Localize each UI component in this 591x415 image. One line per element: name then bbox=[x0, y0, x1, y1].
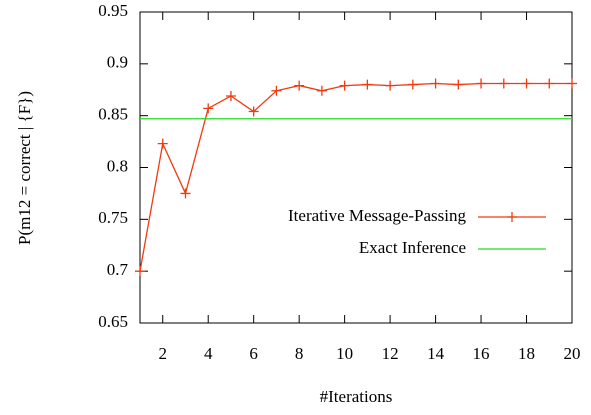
x-tick-label: 10 bbox=[336, 344, 353, 363]
x-tick-label: 14 bbox=[427, 344, 445, 363]
point-marker bbox=[225, 90, 236, 101]
x-tick-label: 16 bbox=[473, 344, 490, 363]
x-tick-label: 8 bbox=[295, 344, 304, 363]
point-marker bbox=[476, 78, 487, 89]
point-marker bbox=[203, 103, 214, 114]
point-marker bbox=[135, 266, 145, 277]
legend-label: Iterative Message-Passing bbox=[288, 206, 466, 225]
point-marker bbox=[362, 79, 373, 90]
point-marker bbox=[453, 79, 464, 90]
x-axis-label: #Iterations bbox=[320, 387, 393, 406]
series-line bbox=[139, 82, 572, 272]
legend-label: Exact Inference bbox=[359, 238, 466, 257]
point-marker bbox=[544, 78, 555, 89]
y-tick-label: 0.8 bbox=[107, 156, 128, 175]
point-marker bbox=[248, 106, 259, 117]
point-marker bbox=[157, 138, 168, 149]
y-tick-label: 0.7 bbox=[107, 260, 129, 279]
point-marker bbox=[339, 80, 350, 91]
point-marker bbox=[430, 78, 441, 89]
point-marker bbox=[498, 78, 509, 89]
x-tick-label: 18 bbox=[518, 344, 535, 363]
legend-marker bbox=[507, 212, 517, 222]
x-tick-label: 6 bbox=[249, 344, 258, 363]
point-marker bbox=[316, 85, 327, 96]
x-tick-label: 12 bbox=[382, 344, 399, 363]
x-tick-label: 20 bbox=[564, 344, 581, 363]
y-tick-label: 0.65 bbox=[98, 312, 128, 331]
x-tick-label: 4 bbox=[204, 344, 213, 363]
plot-frame bbox=[139, 11, 573, 324]
point-marker bbox=[385, 80, 396, 91]
x-tick-label: 2 bbox=[158, 344, 167, 363]
y-tick-label: 0.75 bbox=[98, 208, 128, 227]
point-marker bbox=[271, 85, 282, 96]
point-marker bbox=[294, 80, 305, 91]
y-tick-label: 0.9 bbox=[107, 53, 128, 72]
point-marker bbox=[521, 78, 532, 89]
point-marker bbox=[567, 78, 577, 89]
point-marker bbox=[180, 188, 191, 199]
y-tick-label: 0.85 bbox=[98, 105, 128, 124]
y-tick-label: 0.95 bbox=[98, 1, 128, 20]
point-marker bbox=[407, 79, 418, 90]
y-axis-label: P(m12 = correct | {F}) bbox=[15, 91, 34, 245]
